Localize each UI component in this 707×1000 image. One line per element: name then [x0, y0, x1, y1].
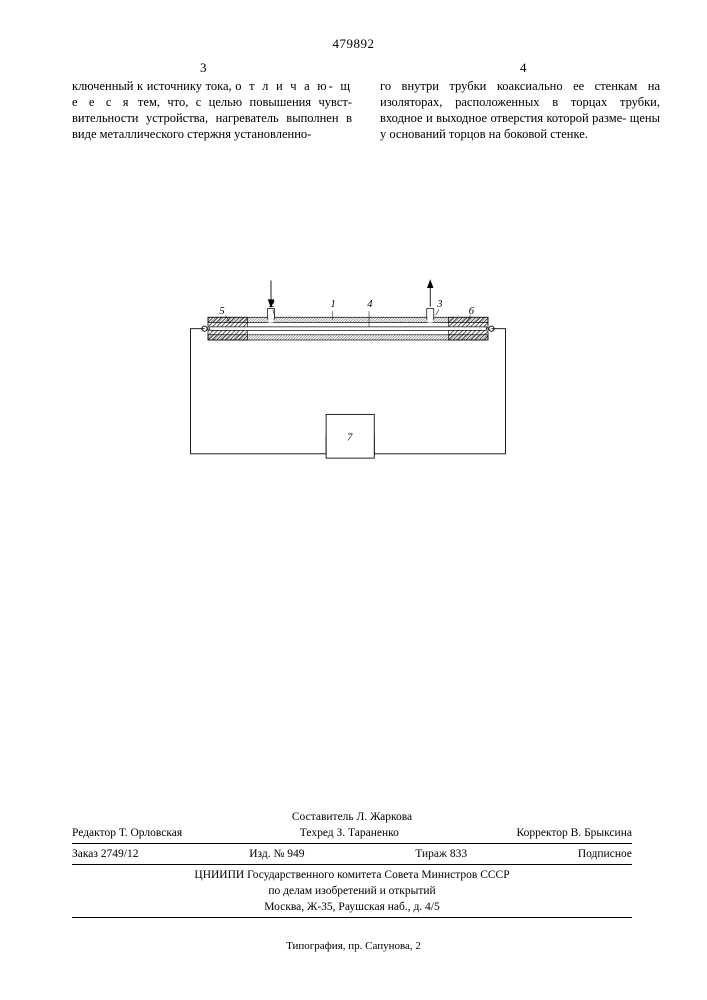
label-3: 3	[436, 299, 442, 310]
order-number: Заказ 2749/12	[72, 848, 139, 860]
label-1: 1	[331, 299, 336, 310]
editor: Редактор Т. Орловская	[72, 827, 182, 839]
label-5: 5	[219, 306, 224, 317]
print-info-row: Заказ 2749/12 Изд. № 949 Тираж 833 Подпи…	[72, 846, 632, 862]
text-fragment: ключенный к источнику тока,	[72, 79, 235, 93]
label-4: 4	[367, 299, 373, 310]
corrector: Корректор В. Брыксина	[517, 827, 632, 839]
column-number-right: 4	[520, 60, 527, 76]
label-6: 6	[469, 306, 475, 317]
subscription: Подписное	[578, 848, 632, 860]
divider	[72, 864, 632, 865]
credits-row: Редактор Т. Орловская Техред З. Тараненк…	[72, 825, 632, 841]
circulation: Тираж 833	[415, 848, 467, 860]
patent-figure: 1 2 3 4 5 6 7	[158, 270, 538, 480]
divider	[72, 917, 632, 918]
compiler-line: Составитель Л. Жаркова	[72, 809, 632, 825]
page: 479892 3 4 ключенный к источнику тока, о…	[0, 0, 707, 1000]
org-line-1: ЦНИИПИ Государственного комитета Совета …	[72, 867, 632, 883]
label-2: 2	[269, 299, 275, 310]
org-line-2: по делам изобретений и открытий	[72, 883, 632, 899]
tech-editor: Техред З. Тараненко	[300, 827, 399, 839]
column-number-left: 3	[200, 60, 207, 76]
typography-line: Типография, пр. Сапунова, 2	[0, 940, 707, 952]
imprint-footer: Составитель Л. Жаркова Редактор Т. Орлов…	[72, 809, 632, 920]
tube-assembly	[208, 309, 488, 341]
divider	[72, 843, 632, 844]
flow-arrows	[268, 281, 433, 307]
address-line: Москва, Ж-35, Раушская наб., д. 4/5	[72, 899, 632, 915]
label-7: 7	[347, 433, 353, 444]
patent-number: 479892	[0, 36, 707, 52]
body-text-right: го внутри трубки коаксиально ее стенкам …	[380, 78, 660, 142]
edition-number: Изд. № 949	[249, 848, 304, 860]
body-text-left: ключенный к источнику тока, о т л и ч а …	[72, 78, 352, 142]
